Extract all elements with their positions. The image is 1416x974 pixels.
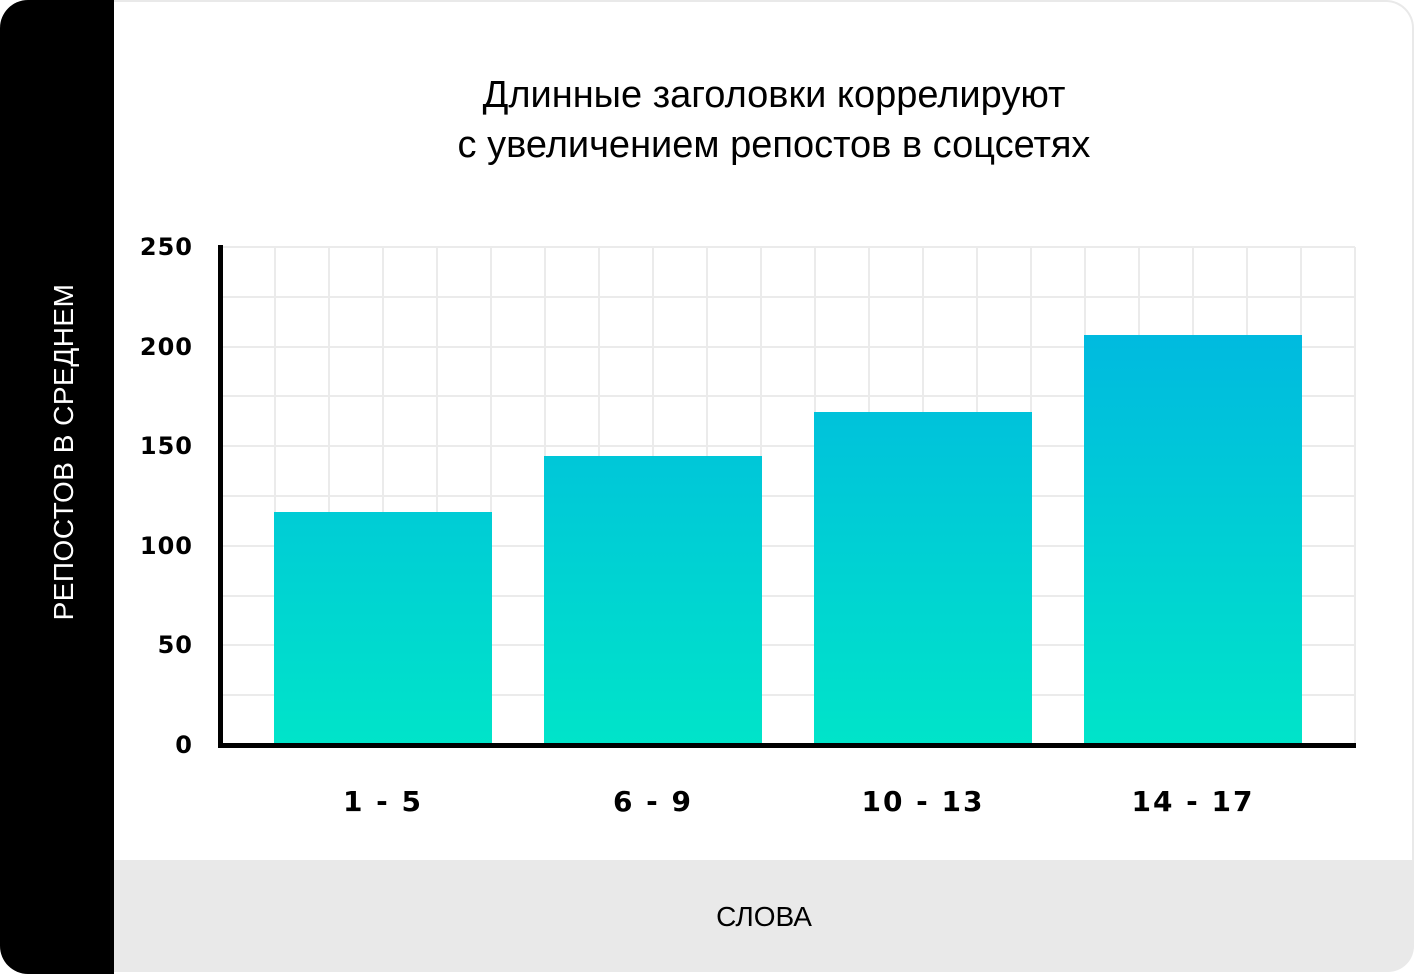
y-tick-label: 150 [139,432,193,461]
chart-title: Длинные заголовки коррелируют с увеличен… [114,70,1416,170]
gridline-vertical [382,247,384,745]
y-tick-label: 0 [175,731,193,759]
bar-14-17 [1084,334,1302,745]
x-axis-label: СЛОВА [716,901,812,932]
bar-10-13 [814,412,1032,745]
bar-6-9 [544,456,762,745]
y-axis-line [218,245,223,748]
bars [221,247,1355,745]
gridline-vertical [436,247,438,745]
chart-title-line-1: Длинные заголовки коррелируют [482,74,1066,116]
gridline-vertical [274,247,276,745]
gridline-horizontal [221,594,1355,597]
gridline-horizontal [221,295,1355,298]
gridline-vertical [1354,247,1356,745]
gridline-horizontal [221,345,1355,348]
x-axis-line [218,743,1356,748]
y-tick-label: 100 [139,531,193,560]
gridline-horizontal [221,694,1355,697]
gridline-horizontal [221,495,1355,497]
gridline-horizontal [221,644,1355,647]
bar-1-5 [274,511,492,745]
x-tick-label: 6 - 9 [612,785,694,818]
plot-area [221,246,1356,745]
gridline-horizontal [221,445,1355,448]
gridline-vertical [490,247,492,745]
gridline-horizontal [221,246,1355,248]
x-axis-label-band: СЛОВА [114,860,1414,972]
x-tick-label: 1 - 5 [342,785,424,818]
gridline-vertical [328,247,330,745]
x-tick-label: 10 - 13 [861,785,985,818]
y-axis-label-band: РЕПОСТОВ В СРЕДНЕМ [0,0,114,974]
chart-title-line-2: с увеличением репостов в соцсетях [457,124,1091,166]
y-tick-label: 50 [157,631,193,660]
y-tick-label: 200 [139,332,193,361]
y-axis-label: РЕПОСТОВ В СРЕДНЕМ [48,283,79,621]
gridline-horizontal [221,395,1355,398]
gridline-horizontal [221,544,1355,547]
y-tick-label: 250 [139,233,193,261]
x-tick-label: 14 - 17 [1131,785,1255,818]
